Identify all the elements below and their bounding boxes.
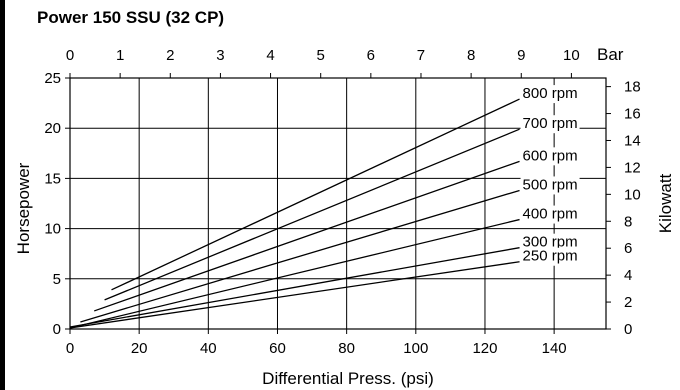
- series-label: 400 rpm: [523, 206, 578, 223]
- left-edge-bar: [0, 0, 5, 390]
- series-lines: 800 rpm 700 rpm 600 rpm 500 rpm 400 rpm 300 r…: [69, 85, 580, 329]
- x2-tick-label: 7: [417, 47, 425, 64]
- series-label-bg: [520, 247, 580, 266]
- x2-tick-label: 1: [116, 47, 124, 64]
- x-tick-label: 40: [200, 340, 217, 357]
- y2-tick-label: 6: [624, 240, 632, 257]
- x2-tick-label: 3: [216, 47, 224, 64]
- x-tick-label: 60: [269, 340, 286, 357]
- y2-tick-label: 2: [624, 294, 632, 311]
- y2-tick-label: 4: [624, 267, 632, 284]
- x2-tick-label: 8: [467, 47, 475, 64]
- y-tick-label: 20: [44, 120, 61, 137]
- series-line: [93, 160, 520, 312]
- x2-tick-label: 5: [317, 47, 325, 64]
- x2-tick-label: 0: [66, 47, 74, 64]
- series-label: 500 rpm: [523, 176, 578, 193]
- series-line: [69, 247, 520, 328]
- series-line: [80, 189, 520, 323]
- series-label: 700 rpm: [523, 115, 578, 132]
- series-label: 800 rpm: [523, 85, 578, 102]
- x2-tick-label: 4: [266, 47, 274, 64]
- x-tick-label: 100: [403, 340, 428, 357]
- series-label-bg: [520, 176, 580, 195]
- y2-tick-label: 0: [624, 321, 632, 338]
- series-label-bg: [520, 233, 580, 252]
- x-tick-label: 0: [66, 340, 74, 357]
- x-tick-label: 120: [472, 340, 497, 357]
- y-tick-label: 5: [53, 271, 61, 288]
- x2-tick-label: 2: [166, 47, 174, 64]
- y2-axis-label: Kilowatt: [656, 173, 675, 233]
- series-label-bg: [520, 85, 580, 104]
- y2-tick-label: 18: [624, 79, 641, 96]
- x2-axis-unit: Bar: [597, 45, 624, 64]
- series-label: 600 rpm: [523, 147, 578, 164]
- series-label-bg: [520, 205, 580, 224]
- y-tick-label: 10: [44, 221, 61, 238]
- series-line: [69, 218, 520, 329]
- chart-title: Power 150 SSU (32 CP): [37, 8, 225, 27]
- series-label: 300 rpm: [523, 234, 578, 251]
- x2-tick-label: 10: [563, 47, 580, 64]
- y2-tick-label: 14: [624, 132, 641, 149]
- x-tick-label: 140: [542, 340, 567, 357]
- y-tick-label: 25: [44, 70, 61, 87]
- plot-frame: [69, 77, 607, 330]
- y-tick-label: 0: [53, 321, 61, 338]
- x-axis-label: Differential Press. (psi): [262, 369, 434, 388]
- x-tick-label: 80: [338, 340, 355, 357]
- series-line: [69, 261, 520, 329]
- x2-tick-label: 6: [367, 47, 375, 64]
- series-line: [111, 98, 520, 291]
- series-label-bg: [520, 147, 580, 166]
- series-label: 250 rpm: [523, 248, 578, 265]
- y2-tick-label: 8: [624, 213, 632, 230]
- series-line: [104, 128, 520, 301]
- y2-tick-label: 16: [624, 106, 641, 123]
- y-tick-label: 15: [44, 170, 61, 187]
- series-label-bg: [520, 115, 580, 134]
- y-axis-label: Horsepower: [14, 162, 33, 254]
- y2-tick-label: 10: [624, 186, 641, 203]
- grid: [70, 78, 606, 329]
- x-tick-label: 20: [131, 340, 148, 357]
- x2-tick-label: 9: [517, 47, 525, 64]
- y2-tick-label: 12: [624, 159, 641, 176]
